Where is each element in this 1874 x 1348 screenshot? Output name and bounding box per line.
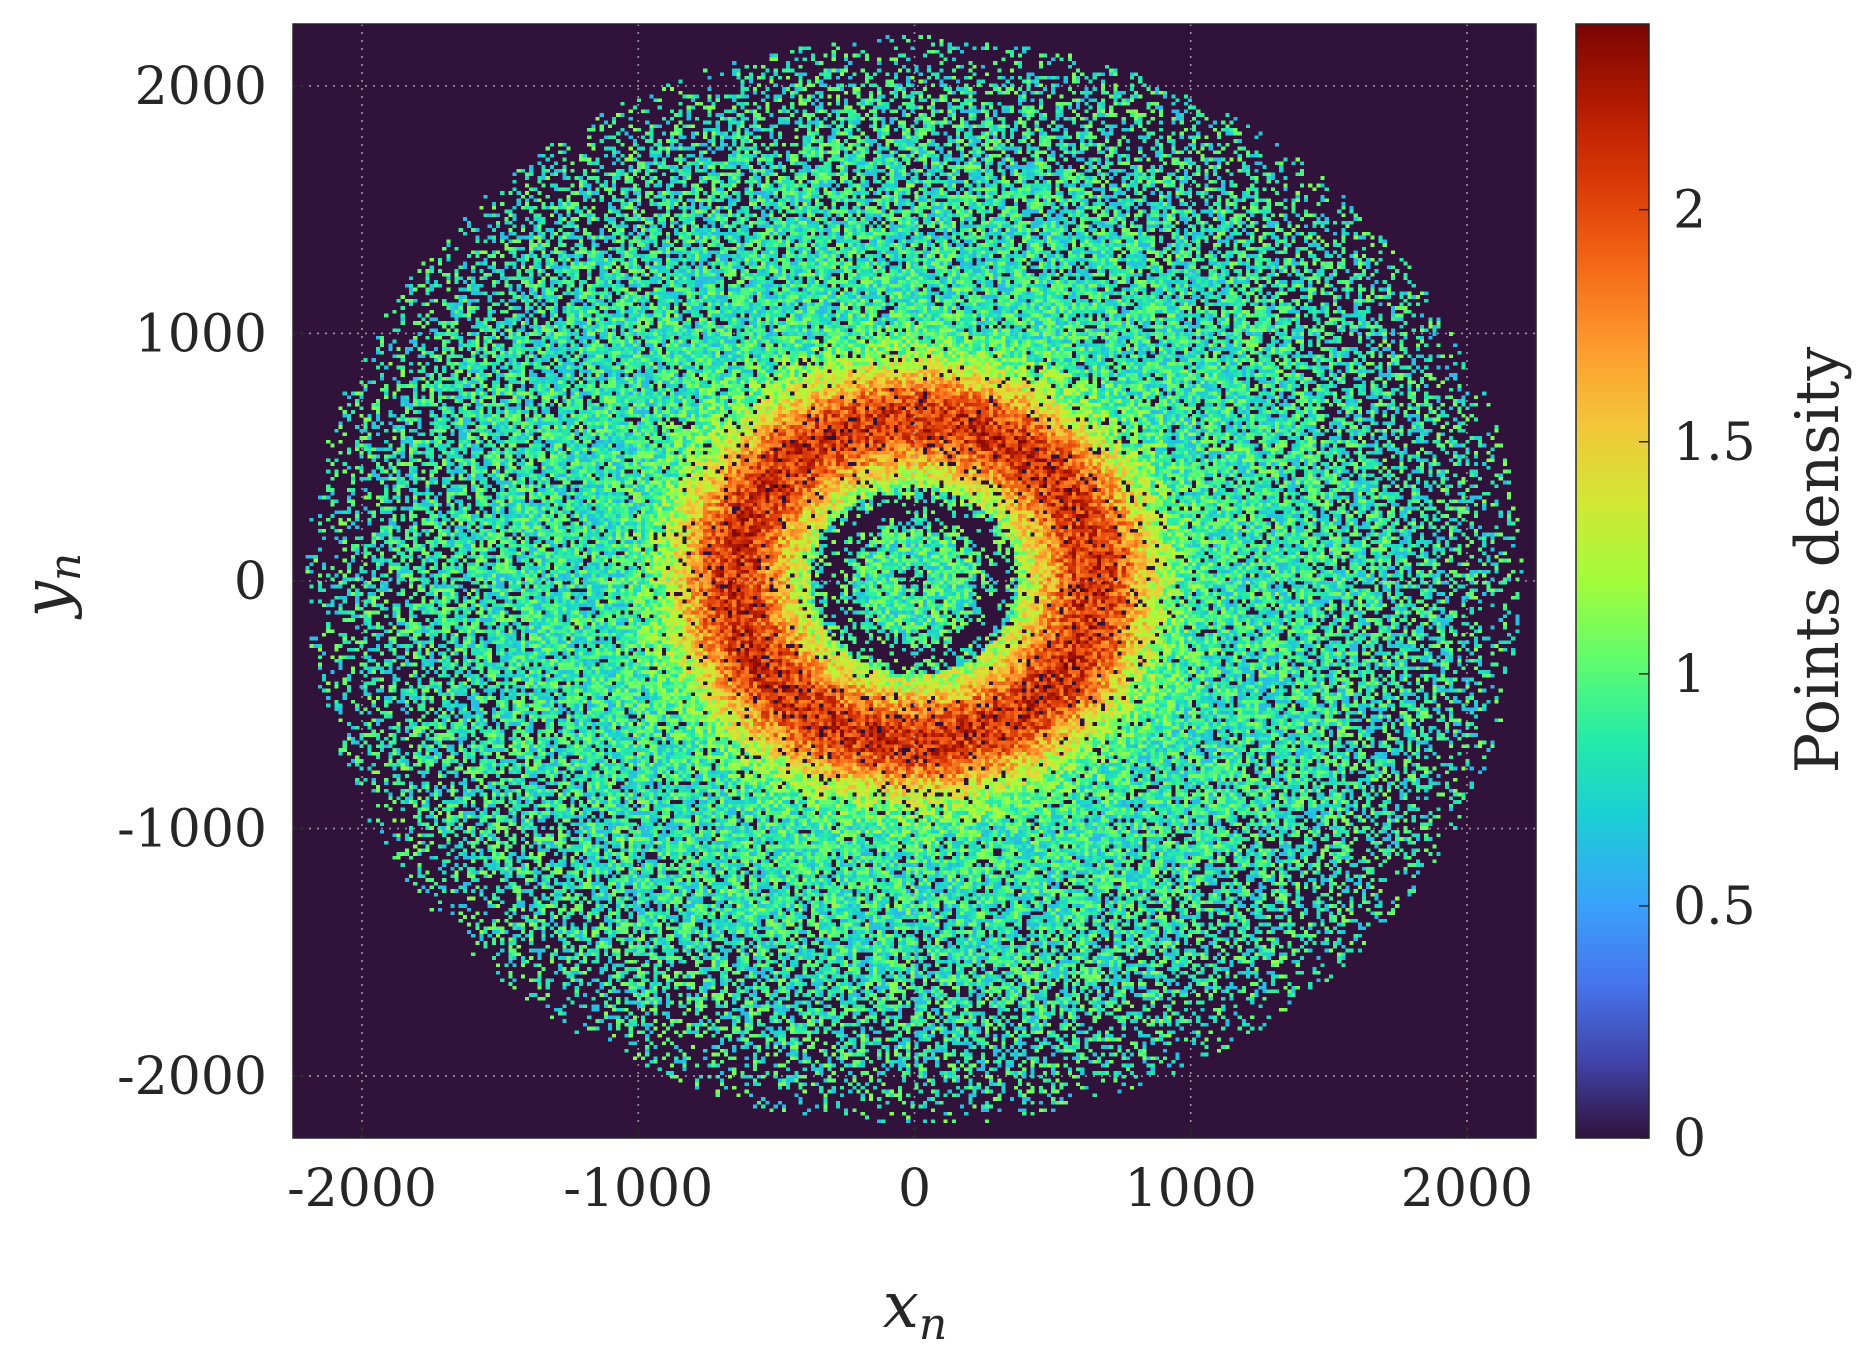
x-tick-label: 2000 [1401, 1159, 1533, 1219]
plot-area: -2000 -1000 0 1000 2000 -2000 -1000 0 1000 2000 [117, 23, 1537, 1219]
x-axis-label: xn [883, 1269, 947, 1348]
y-tick-label: -2000 [117, 1047, 267, 1107]
x-tick-label: -1000 [563, 1159, 713, 1219]
x-tick-label: 1000 [1125, 1159, 1257, 1219]
x-tick-label: 0 [898, 1159, 931, 1219]
grid-lines [293, 24, 1536, 1138]
colorbar: 0 0.5 1 1.5 2 Points density [1575, 23, 1853, 1169]
y-tick-label: 1000 [135, 304, 267, 364]
y-axis-ticks: -2000 -1000 0 1000 2000 [117, 57, 305, 1107]
colorbar-gradient [1575, 23, 1650, 1139]
colorbar-tick-label: 1 [1673, 645, 1706, 705]
y-tick-label: 0 [234, 552, 267, 612]
x-axis-ticks: -2000 -1000 0 1000 2000 [287, 1126, 1533, 1219]
x-tick-label: -2000 [287, 1159, 437, 1219]
colorbar-tick-label: 2 [1673, 181, 1706, 241]
colorbar-label: Points density [1783, 347, 1853, 774]
y-tick-label: -1000 [117, 800, 267, 860]
colorbar-tick-label: 0 [1673, 1109, 1706, 1169]
colorbar-tick-label: 1.5 [1673, 413, 1756, 473]
y-tick-label: 2000 [135, 57, 267, 117]
colorbar-tick-label: 0.5 [1673, 877, 1756, 937]
colorbar-ticks: 0 0.5 1 1.5 2 [1639, 181, 1756, 1169]
y-axis-label: yn [10, 553, 91, 621]
